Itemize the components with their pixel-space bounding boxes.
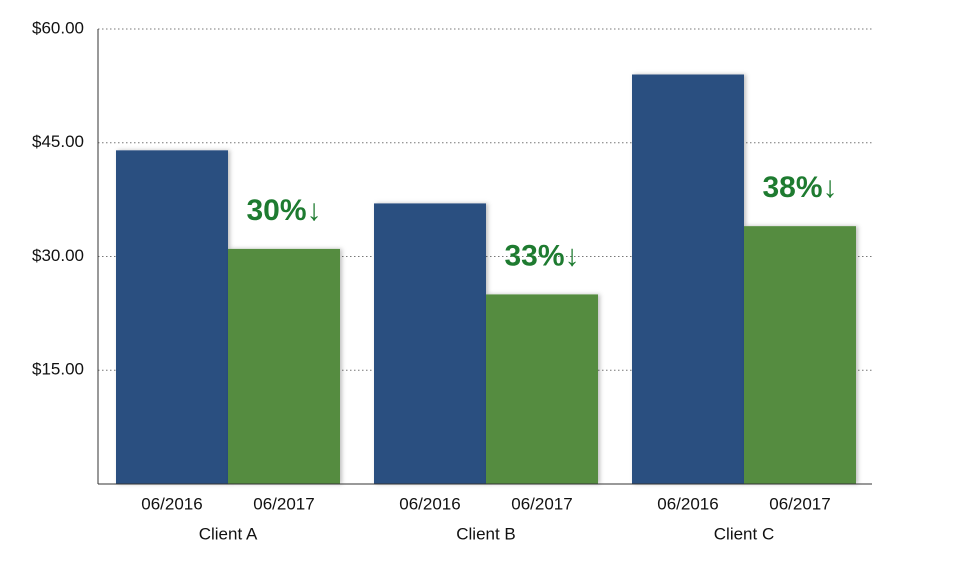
series-tick-label: 06/2016 [141,494,202,513]
y-tick-label: $15.00 [32,360,84,379]
y-tick-label: $30.00 [32,246,84,265]
category-label: Client A [199,524,258,543]
series-tick-label: 06/2016 [399,494,460,513]
bar [632,74,744,484]
labels: $15.00 $30.00 $45.00 $60.00 Client A 06/2016 0… [32,18,838,543]
category-label: Client C [714,524,774,543]
category-label: Client B [456,524,516,543]
y-tick-label: $45.00 [32,132,84,151]
series-tick-label: 06/2017 [769,494,830,513]
bar [116,150,228,485]
change-annotation: 30%↓ [246,194,321,227]
bar [374,203,486,484]
change-annotation: 38%↓ [762,171,837,204]
series-tick-label: 06/2016 [657,494,718,513]
bar [486,294,598,484]
bar [228,248,340,484]
change-annotation: 33%↓ [504,239,579,272]
bars [116,74,856,485]
y-tick-label: $60.00 [32,18,84,37]
series-tick-label: 06/2017 [511,494,572,513]
series-tick-label: 06/2017 [253,494,314,513]
bar [744,226,856,484]
